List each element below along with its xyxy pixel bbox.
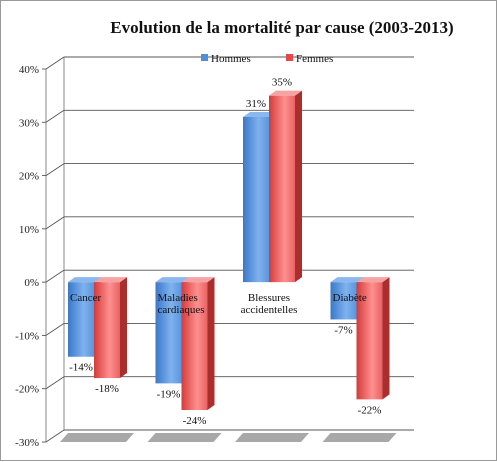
data-label: -19% xyxy=(157,388,181,400)
floor-shadow xyxy=(60,433,134,442)
gridline-depth xyxy=(45,376,65,390)
floor-shadow xyxy=(235,433,309,442)
gridline-depth xyxy=(45,163,65,176)
bar-0-0 xyxy=(68,282,94,357)
y-tick-label: -10% xyxy=(15,330,39,342)
y-tick-label: 10% xyxy=(19,224,39,236)
data-label: -18% xyxy=(95,383,119,395)
bar-1-0 xyxy=(94,282,120,379)
legend-label: Femmes xyxy=(296,53,333,65)
floor-shadow xyxy=(147,433,222,442)
bar-1-1 xyxy=(181,282,208,411)
category-label: Diabète xyxy=(333,292,367,304)
category-label: Cancer xyxy=(70,292,101,304)
data-label: -24% xyxy=(183,415,207,427)
y-tick-label: -30% xyxy=(15,437,39,449)
floor-shadow xyxy=(322,433,397,442)
bar-side xyxy=(295,90,302,283)
bar-1-2 xyxy=(269,95,295,283)
bar-top xyxy=(269,90,302,96)
gridline-depth xyxy=(45,216,65,230)
category-label: Blessures xyxy=(248,292,290,304)
data-label: 35% xyxy=(272,77,292,89)
y-tick-label: 0% xyxy=(24,277,39,289)
data-label: 31% xyxy=(246,98,266,110)
legend-label: Hommes xyxy=(211,53,251,65)
category-label: accidentelles xyxy=(241,304,298,316)
bar-0-3 xyxy=(330,282,357,320)
gridline-depth xyxy=(45,56,65,70)
bar-top xyxy=(94,277,127,283)
legend-swatch xyxy=(286,54,293,61)
bar-top xyxy=(68,277,101,283)
y-tick-label: 20% xyxy=(19,171,39,183)
bar-top xyxy=(330,277,364,283)
gridline-depth xyxy=(45,109,65,123)
gridline-depth xyxy=(45,429,65,443)
bar-0-2 xyxy=(243,116,269,283)
y-tick-label: 30% xyxy=(19,117,39,129)
data-label: -7% xyxy=(334,324,352,336)
y-tick-label: 40% xyxy=(19,64,39,76)
gridline-depth xyxy=(45,269,65,283)
bar-top xyxy=(356,277,390,283)
bar-1-3 xyxy=(356,282,383,400)
category-label: Maladies xyxy=(158,292,198,304)
bar-side xyxy=(207,277,215,411)
data-label: -14% xyxy=(69,362,93,374)
data-label: -22% xyxy=(358,404,382,416)
category-label: cardiaques xyxy=(158,304,205,316)
chart-title: Evolution de la mortalité par cause (200… xyxy=(110,18,453,37)
bar-side xyxy=(120,277,127,379)
legend-swatch xyxy=(201,54,208,61)
bar-0-1 xyxy=(155,282,182,384)
bar-top xyxy=(155,277,189,283)
bar-top xyxy=(181,277,215,283)
bar-side xyxy=(382,277,390,400)
gridline-depth xyxy=(45,323,65,336)
bar-top xyxy=(243,111,276,117)
y-tick-label: -20% xyxy=(15,384,39,396)
